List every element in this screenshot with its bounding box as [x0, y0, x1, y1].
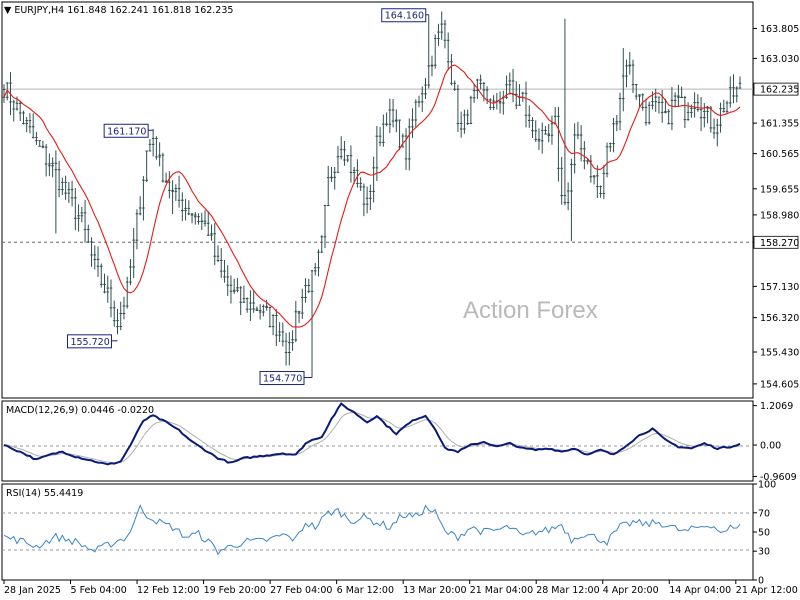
time-tick-label: 19 Feb 20:00: [204, 585, 266, 596]
price-tag-box: [753, 235, 799, 249]
rsi-tick-label: 70: [758, 508, 770, 519]
price-tick-label: 156.320: [760, 313, 799, 324]
price-tick-label: 161.355: [760, 119, 799, 130]
price-tick-label: 157.130: [760, 282, 799, 293]
time-axis: 28 Jan 2025 5 Feb 04:00 12 Feb 12:00 19 Feb…: [3, 580, 798, 596]
watermark: Action Forex: [463, 297, 598, 324]
callout-box: [381, 8, 427, 23]
price-tick-label: 158.980: [760, 210, 799, 221]
price-tick-label: 163.030: [760, 54, 799, 65]
callout-box: [259, 371, 305, 386]
macd-tick-label: 0.00: [760, 441, 781, 452]
time-tick-label: 28 Mar 12:00: [536, 585, 599, 596]
callout-box: [66, 334, 112, 349]
macd-axis: 1.2069 0.00 -0.9609: [753, 401, 797, 483]
rsi-title: RSI(14) 55.4419: [6, 488, 83, 499]
price-tick-label: 162.235: [760, 85, 799, 96]
time-tick-label: 28 Jan 2025: [4, 585, 61, 596]
callout-box: [103, 123, 149, 138]
time-tick-label: 13 Mar 20:00: [403, 585, 466, 596]
rsi-tick-label: 100: [758, 480, 776, 491]
callout-label: 164.160: [385, 11, 424, 22]
time-tick-label: 21 Apr 12:00: [736, 585, 798, 596]
macd-line: [3, 402, 741, 466]
rsi-axis: 100 70 50 30 0: [753, 480, 776, 587]
price-axis: 163.805 163.030 162.235 161.355 160.565 159.6…: [753, 24, 799, 390]
macd-tick-label: 1.2069: [760, 401, 793, 412]
price-tag-box: [753, 82, 799, 96]
rsi-tick-label: 0: [758, 576, 764, 587]
moving-average-line: [3, 64, 741, 328]
macd-tick-label: -0.9609: [760, 472, 797, 483]
symbol-header: ▼ EURJPY,H4 161.848 162.241 161.818 162.…: [4, 5, 233, 16]
price-tick-label: 163.805: [760, 24, 799, 35]
rsi-tick-label: 30: [758, 547, 770, 558]
time-tick-label: 6 Mar 12:00: [337, 585, 394, 596]
time-tick-label: 14 Apr 04:00: [669, 585, 731, 596]
callout-label: 154.770: [263, 374, 302, 385]
callout-label: 155.720: [70, 337, 109, 348]
price-tick-label: 159.655: [760, 184, 799, 195]
rsi-line: [3, 504, 741, 556]
candlesticks: [2, 11, 742, 378]
rsi-tick-label: 50: [758, 528, 770, 539]
price-tick-label: 158.270: [760, 238, 799, 249]
price-tick-label: 154.605: [760, 379, 799, 390]
time-tick-label: 4 Apr 20:00: [603, 585, 659, 596]
macd-title: MACD(12,26,9) 0.0446 -0.0220: [6, 405, 154, 416]
price-tick-label: 160.565: [760, 149, 799, 160]
price-tick-label: 155.430: [760, 348, 799, 359]
callout-label: 161.170: [107, 126, 146, 137]
time-tick-label: 5 Feb 04:00: [71, 585, 127, 596]
time-tick-label: 12 Feb 12:00: [137, 585, 199, 596]
time-tick-label: 21 Mar 04:00: [470, 585, 533, 596]
price-callouts: 164.160 161.170 155.720 154.770: [66, 8, 429, 386]
time-tick-label: 27 Feb 04:00: [270, 585, 332, 596]
